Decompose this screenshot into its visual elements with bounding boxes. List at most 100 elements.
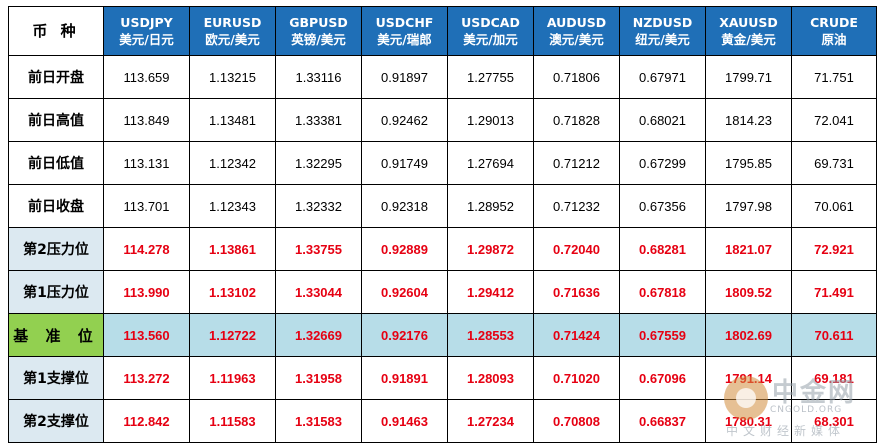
table-cell: 71.491 bbox=[791, 270, 877, 314]
table-cell: 0.71212 bbox=[533, 141, 620, 185]
col-code: USDJPY bbox=[120, 15, 173, 30]
table-cell: 0.67559 bbox=[619, 313, 706, 357]
table-cell: 1.28093 bbox=[447, 356, 534, 400]
table-cell: 1.13102 bbox=[189, 270, 276, 314]
col-cn: 原油 bbox=[821, 32, 847, 47]
table-cell: 0.71636 bbox=[533, 270, 620, 314]
table-cell: 0.92889 bbox=[361, 227, 448, 271]
table-cell: 1.31958 bbox=[275, 356, 362, 400]
table-cell: 113.272 bbox=[103, 356, 190, 400]
table-cell: 0.66837 bbox=[619, 399, 706, 443]
col-cn: 美元/瑞郎 bbox=[377, 32, 432, 47]
table-cell: 1.31583 bbox=[275, 399, 362, 443]
table-cell: 1.12343 bbox=[189, 184, 276, 228]
table-cell: 112.842 bbox=[103, 399, 190, 443]
row-label: 第1支撑位 bbox=[8, 356, 104, 400]
table-row: 第2压力位 114.278 1.13861 1.33755 0.92889 1.… bbox=[8, 227, 877, 271]
table-cell: 0.92318 bbox=[361, 184, 448, 228]
table-cell: 1.33044 bbox=[275, 270, 362, 314]
table-cell: 0.67971 bbox=[619, 55, 706, 99]
table-row: 第1压力位 113.990 1.13102 1.33044 0.92604 1.… bbox=[8, 270, 877, 314]
table-cell: 1.12342 bbox=[189, 141, 276, 185]
table-row: 第2支撑位 112.842 1.11583 1.31583 0.91463 1.… bbox=[8, 399, 877, 443]
table-cell: 1.33381 bbox=[275, 98, 362, 142]
table-cell: 0.70808 bbox=[533, 399, 620, 443]
table-cell: 1.29013 bbox=[447, 98, 534, 142]
table-cell: 1.27755 bbox=[447, 55, 534, 99]
col-code: NZDUSD bbox=[632, 15, 693, 30]
table-cell: 1.29412 bbox=[447, 270, 534, 314]
table-cell: 0.71020 bbox=[533, 356, 620, 400]
row-label: 前日开盘 bbox=[8, 55, 104, 99]
table-cell: 1799.71 bbox=[705, 55, 792, 99]
col-code: XAUUSD bbox=[719, 15, 778, 30]
table-cell: 1.27694 bbox=[447, 141, 534, 185]
col-cn: 英镑/美元 bbox=[291, 32, 346, 47]
table-cell: 1.11963 bbox=[189, 356, 276, 400]
table-cell: 0.72040 bbox=[533, 227, 620, 271]
table-cell: 1.32295 bbox=[275, 141, 362, 185]
table-cell: 1797.98 bbox=[705, 184, 792, 228]
col-code: CRUDE bbox=[810, 15, 858, 30]
table-cell: 1809.52 bbox=[705, 270, 792, 314]
table-cell: 1.13215 bbox=[189, 55, 276, 99]
col-header: AUDUSD 澳元/美元 bbox=[533, 6, 620, 56]
table-cell: 0.92604 bbox=[361, 270, 448, 314]
col-header: EURUSD 欧元/美元 bbox=[189, 6, 276, 56]
table-cell: 113.659 bbox=[103, 55, 190, 99]
table-row: 第1支撑位 113.272 1.11963 1.31958 0.91891 1.… bbox=[8, 356, 877, 400]
table-cell: 113.990 bbox=[103, 270, 190, 314]
col-header: USDCAD 美元/加元 bbox=[447, 6, 534, 56]
col-cn: 澳元/美元 bbox=[549, 32, 604, 47]
table-cell: 70.611 bbox=[791, 313, 877, 357]
table-cell: 1795.85 bbox=[705, 141, 792, 185]
col-header: CRUDE 原油 bbox=[791, 6, 877, 56]
table-cell: 69.731 bbox=[791, 141, 877, 185]
row-label: 前日低值 bbox=[8, 141, 104, 185]
table-cell: 0.68021 bbox=[619, 98, 706, 142]
row-label: 基 准 位 bbox=[8, 313, 104, 357]
table-cell: 1.27234 bbox=[447, 399, 534, 443]
table-cell: 1780.31 bbox=[705, 399, 792, 443]
table-cell: 70.061 bbox=[791, 184, 877, 228]
table-cell: 1.29872 bbox=[447, 227, 534, 271]
col-cn: 欧元/美元 bbox=[205, 32, 260, 47]
table-cell: 0.68281 bbox=[619, 227, 706, 271]
table-cell: 113.560 bbox=[103, 313, 190, 357]
table-cell: 1.28952 bbox=[447, 184, 534, 228]
col-header: USDJPY 美元/日元 bbox=[103, 6, 190, 56]
table-cell: 0.71232 bbox=[533, 184, 620, 228]
col-header: NZDUSD 纽元/美元 bbox=[619, 6, 706, 56]
table-row: 前日高值 113.849 1.13481 1.33381 0.92462 1.2… bbox=[8, 98, 877, 142]
header-row: 币 种 USDJPY 美元/日元 EURUSD 欧元/美元 GBPUSD 英镑/美元 … bbox=[8, 6, 877, 56]
table-row: 前日收盘 113.701 1.12343 1.32332 0.92318 1.2… bbox=[8, 184, 877, 228]
table-cell: 1802.69 bbox=[705, 313, 792, 357]
col-cn: 纽元/美元 bbox=[635, 32, 690, 47]
table-cell: 1.33116 bbox=[275, 55, 362, 99]
table-cell: 1.32332 bbox=[275, 184, 362, 228]
table-cell: 0.71806 bbox=[533, 55, 620, 99]
col-cn: 黄金/美元 bbox=[721, 32, 776, 47]
col-header: USDCHF 美元/瑞郎 bbox=[361, 6, 448, 56]
table-cell: 0.91891 bbox=[361, 356, 448, 400]
col-cn: 美元/日元 bbox=[119, 32, 174, 47]
col-cn: 美元/加元 bbox=[463, 32, 518, 47]
forex-quote-table: 币 种 USDJPY 美元/日元 EURUSD 欧元/美元 GBPUSD 英镑/美元 … bbox=[8, 6, 877, 443]
col-code: GBPUSD bbox=[289, 15, 348, 30]
table-cell: 1.13861 bbox=[189, 227, 276, 271]
table-row: 基 准 位 113.560 1.12722 1.32669 0.92176 1.… bbox=[8, 313, 877, 357]
table-cell: 1791.14 bbox=[705, 356, 792, 400]
table-cell: 72.041 bbox=[791, 98, 877, 142]
table-cell: 68.301 bbox=[791, 399, 877, 443]
table-cell: 1.33755 bbox=[275, 227, 362, 271]
table-cell: 1814.23 bbox=[705, 98, 792, 142]
table-cell: 0.71828 bbox=[533, 98, 620, 142]
table-cell: 72.921 bbox=[791, 227, 877, 271]
table-cell: 1.11583 bbox=[189, 399, 276, 443]
table-cell: 1.28553 bbox=[447, 313, 534, 357]
row-label: 前日高值 bbox=[8, 98, 104, 142]
table-cell: 1.13481 bbox=[189, 98, 276, 142]
col-code: USDCHF bbox=[375, 15, 434, 30]
table-cell: 1.12722 bbox=[189, 313, 276, 357]
table-cell: 0.91897 bbox=[361, 55, 448, 99]
